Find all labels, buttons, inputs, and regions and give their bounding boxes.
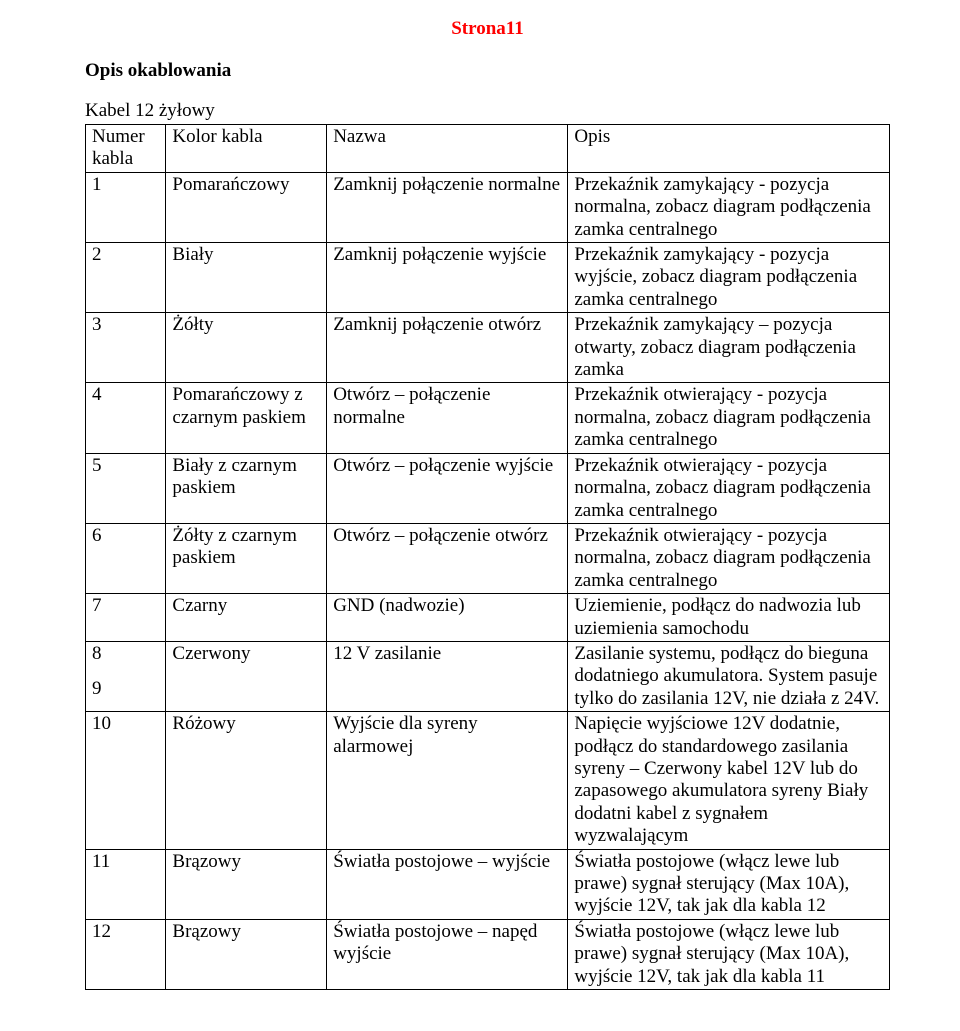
- cell-desc: Uziemienie, podłącz do nadwozia lub uzie…: [568, 594, 890, 642]
- cell-name: Otwórz – połączenie normalne: [327, 383, 568, 453]
- cell-color: Brązowy: [166, 919, 327, 989]
- cell-desc: Zasilanie systemu, podłącz do bieguna do…: [568, 641, 890, 711]
- cell-name: Otwórz – połączenie otwórz: [327, 523, 568, 593]
- cell-color: Pomarańczowy z czarnym paskiem: [166, 383, 327, 453]
- table-row: 3 Żółty Zamknij połączenie otwórz Przeka…: [86, 313, 890, 383]
- table-row: 6 Żółty z czarnym paskiem Otwórz – połąc…: [86, 523, 890, 593]
- cell-name: 12 V zasilanie: [327, 641, 568, 711]
- cell-num: 1: [86, 172, 166, 242]
- cell-num: 9: [86, 677, 166, 712]
- wiring-table: Numer kabla Kolor kabla Nazwa Opis 1 Pom…: [85, 124, 890, 990]
- table-header-row: Numer kabla Kolor kabla Nazwa Opis: [86, 125, 890, 173]
- cell-num: 6: [86, 523, 166, 593]
- header-name: Nazwa: [327, 125, 568, 173]
- cell-num: 4: [86, 383, 166, 453]
- cell-desc: Przekaźnik zamykający – pozycja otwarty,…: [568, 313, 890, 383]
- cell-color: Biały: [166, 243, 327, 313]
- cell-color: Biały z czarnym paskiem: [166, 453, 327, 523]
- cell-color: Czerwony: [166, 641, 327, 711]
- cell-name: Zamknij połączenie normalne: [327, 172, 568, 242]
- cell-color: Czarny: [166, 594, 327, 642]
- cell-desc: Światła postojowe (włącz lewe lub prawe)…: [568, 849, 890, 919]
- cell-desc: Przekaźnik otwierający - pozycja normaln…: [568, 523, 890, 593]
- page-number: Strona11: [85, 18, 890, 40]
- cell-desc: Przekaźnik zamykający - pozycja normalna…: [568, 172, 890, 242]
- cell-name: Światła postojowe – wyjście: [327, 849, 568, 919]
- table-row: 5 Biały z czarnym paskiem Otwórz – połąc…: [86, 453, 890, 523]
- table-row: 2 Biały Zamknij połączenie wyjście Przek…: [86, 243, 890, 313]
- cell-desc: Napięcie wyjściowe 12V dodatnie, podłącz…: [568, 712, 890, 849]
- cell-color: Różowy: [166, 712, 327, 849]
- cell-num: 12: [86, 919, 166, 989]
- cell-name: Światła postojowe – napęd wyjście: [327, 919, 568, 989]
- table-row: 10 Różowy Wyjście dla syreny alarmowej N…: [86, 712, 890, 849]
- cell-num: 11: [86, 849, 166, 919]
- section-title: Opis okablowania: [85, 60, 890, 82]
- cable-subtitle: Kabel 12 żyłowy: [85, 100, 890, 122]
- cell-num: 3: [86, 313, 166, 383]
- cell-color: Brązowy: [166, 849, 327, 919]
- table-row: 12 Brązowy Światła postojowe – napęd wyj…: [86, 919, 890, 989]
- cell-color: Żółty z czarnym paskiem: [166, 523, 327, 593]
- cell-num: 5: [86, 453, 166, 523]
- header-num: Numer kabla: [86, 125, 166, 173]
- header-color: Kolor kabla: [166, 125, 327, 173]
- cell-name: Wyjście dla syreny alarmowej: [327, 712, 568, 849]
- table-row: 11 Brązowy Światła postojowe – wyjście Ś…: [86, 849, 890, 919]
- cell-name: Otwórz – połączenie wyjście: [327, 453, 568, 523]
- cell-name: Zamknij połączenie otwórz: [327, 313, 568, 383]
- cell-color: Pomarańczowy: [166, 172, 327, 242]
- cell-num: 7: [86, 594, 166, 642]
- cell-color: Żółty: [166, 313, 327, 383]
- cell-name: Zamknij połączenie wyjście: [327, 243, 568, 313]
- cell-desc: Przekaźnik otwierający - pozycja normaln…: [568, 453, 890, 523]
- table-row: 1 Pomarańczowy Zamknij połączenie normal…: [86, 172, 890, 242]
- cell-desc: Przekaźnik otwierający - pozycja normaln…: [568, 383, 890, 453]
- cell-num: 10: [86, 712, 166, 849]
- table-row: 8 Czerwony 12 V zasilanie Zasilanie syst…: [86, 641, 890, 676]
- table-row: 7 Czarny GND (nadwozie) Uziemienie, podł…: [86, 594, 890, 642]
- cell-name: GND (nadwozie): [327, 594, 568, 642]
- cell-desc: Przekaźnik zamykający - pozycja wyjście,…: [568, 243, 890, 313]
- cell-desc: Światła postojowe (włącz lewe lub prawe)…: [568, 919, 890, 989]
- table-row: 4 Pomarańczowy z czarnym paskiem Otwórz …: [86, 383, 890, 453]
- cell-num: 2: [86, 243, 166, 313]
- header-desc: Opis: [568, 125, 890, 173]
- cell-num: 8: [86, 641, 166, 676]
